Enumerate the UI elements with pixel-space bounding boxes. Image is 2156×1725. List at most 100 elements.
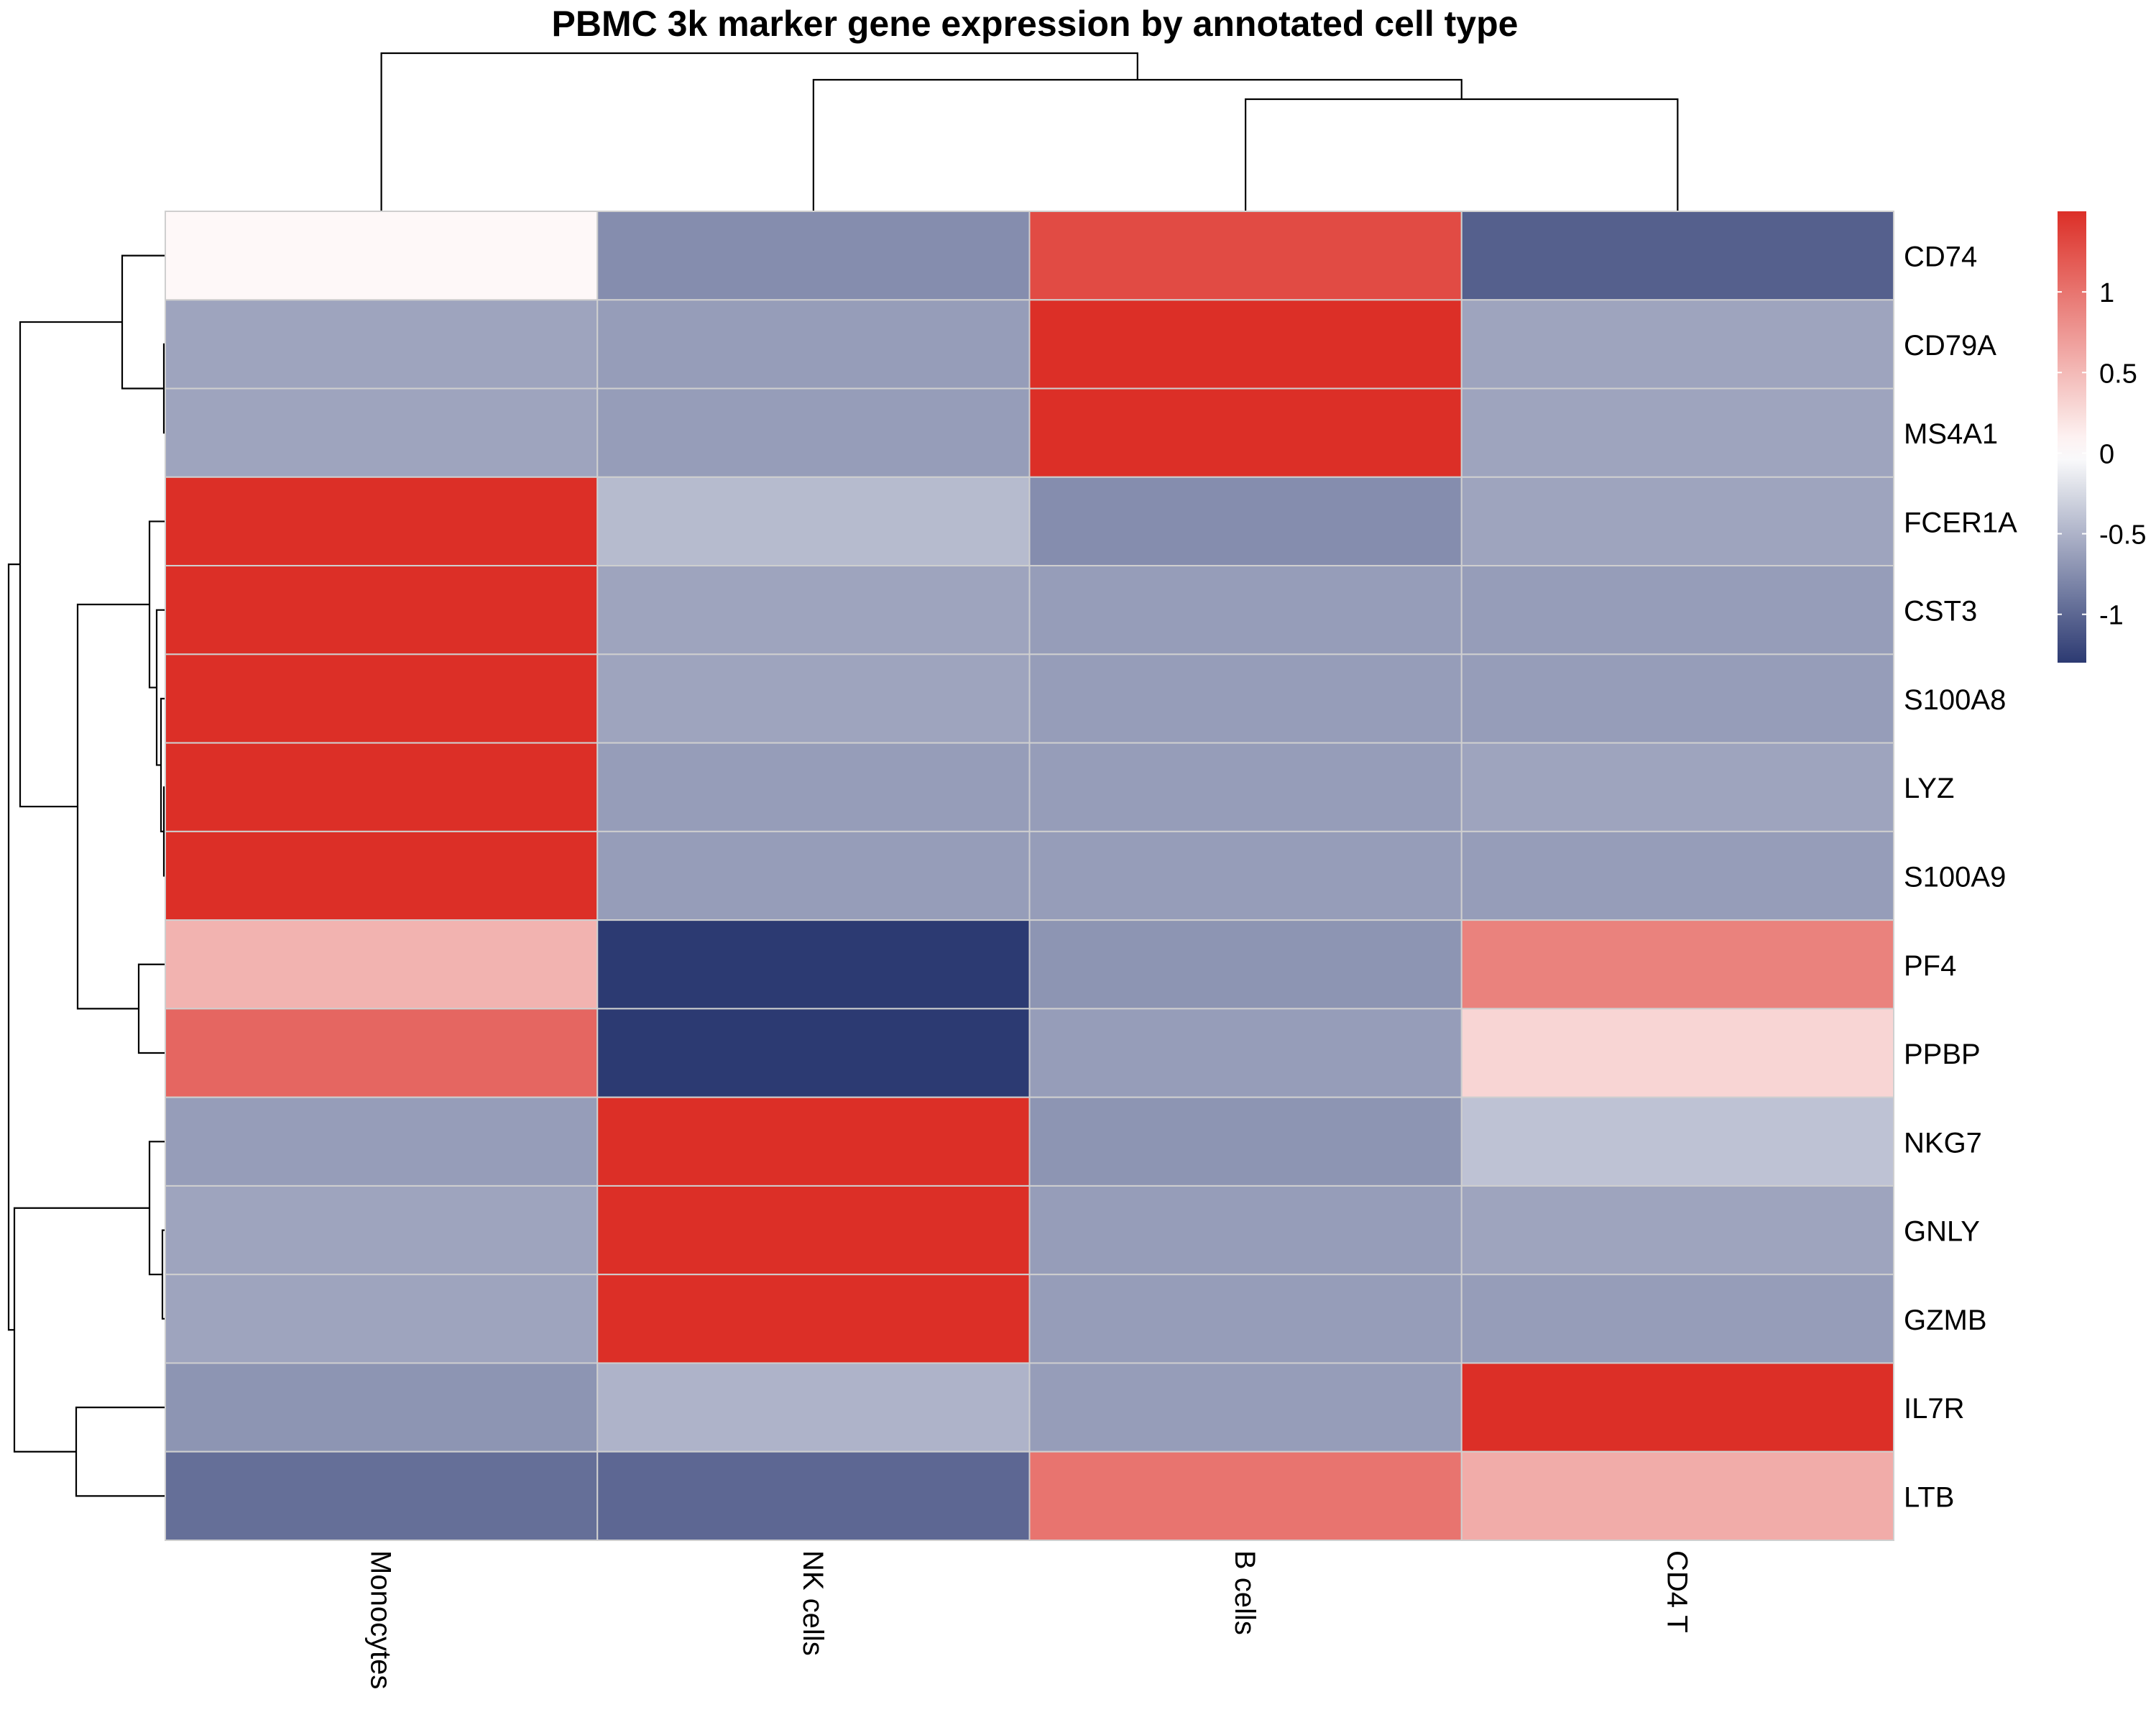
heatmap-cell-pf4-monocytes (165, 919, 599, 1010)
heatmap-cell-cst3-b-cells (1028, 565, 1462, 656)
heatmap-cells (165, 211, 1894, 1541)
row-label-ms4a1: MS4A1 (1904, 418, 1998, 450)
heatmap-cell-s100a8-nk-cells (596, 653, 1031, 744)
heatmap-cell-lyz-nk-cells (596, 742, 1031, 832)
row-branch-root (7, 564, 20, 1331)
legend-color-bar (2058, 211, 2086, 663)
heatmap-cell-il7r-cd4-t (1460, 1362, 1894, 1453)
row-label-pf4: PF4 (1904, 950, 1956, 982)
row-branch-lower (13, 1207, 149, 1453)
heatmap-cell-s100a9-cd4-t (1460, 830, 1894, 921)
row-labels: CD74 CD79A MS4A1 FCER1A CST3 S100A8 LYZ S100A9 P… (1904, 242, 2017, 1514)
heatmap-cell-cd79a-monocytes (165, 299, 599, 390)
heatmap-cell-ltb-nk-cells (596, 1450, 1031, 1541)
heatmap-cell-cst3-nk-cells (596, 565, 1031, 656)
column-dendrogram (380, 52, 1679, 211)
row-label-cst3: CST3 (1904, 596, 1977, 627)
heatmap-cell-ppbp-monocytes (165, 1008, 599, 1098)
heatmap-cell-s100a9-b-cells (1028, 830, 1462, 921)
heatmap-cell-s100a9-nk-cells (596, 830, 1031, 921)
legend-tick-label: 1 (2099, 278, 2114, 308)
heatmap-cell-nkg7-b-cells (1028, 1096, 1462, 1187)
heatmap-cell-s100a8-cd4-t (1460, 653, 1894, 744)
heatmap-cell-pf4-b-cells (1028, 919, 1462, 1010)
heatmap-cell-lyz-b-cells (1028, 742, 1462, 832)
heatmap-cell-cd79a-b-cells (1028, 299, 1462, 390)
column-label-nk-cells: NK cells (797, 1550, 829, 1656)
heatmap-cell-nkg7-monocytes (165, 1096, 599, 1187)
heatmap-cell-s100a8-monocytes (165, 653, 599, 744)
heatmap-cell-ms4a1-b-cells (1028, 387, 1462, 478)
column-label-monocytes: Monocytes (365, 1550, 397, 1689)
heatmap-cell-fcer1a-b-cells (1028, 476, 1462, 567)
heatmap-cell-gzmb-cd4-t (1460, 1274, 1894, 1364)
heatmap-cell-gnly-monocytes (165, 1184, 599, 1276)
heatmap-cell-il7r-monocytes (165, 1362, 599, 1453)
heatmap-cell-cd74-b-cells (1028, 211, 1462, 301)
heatmap-cell-cd79a-nk-cells (596, 299, 1031, 390)
chart-title: PBMC 3k marker gene expression by annota… (551, 4, 1519, 44)
row-label-gzmb: GZMB (1904, 1305, 1987, 1336)
heatmap-cell-s100a9-monocytes (165, 830, 599, 921)
column-branch-b-cells-cd4-t (1245, 98, 1679, 211)
row-label-lyz: LYZ (1904, 773, 1954, 804)
heatmap-cell-gnly-nk-cells (596, 1184, 1031, 1276)
heatmap-cell-fcer1a-nk-cells (596, 476, 1031, 567)
row-branch-monocyte-platelet (76, 603, 149, 1010)
heatmap-cell-lyz-monocytes (165, 742, 599, 832)
column-label-cd4-t: CD4 T (1661, 1550, 1692, 1633)
heatmap-cell-fcer1a-monocytes (165, 476, 599, 567)
heatmap-cell-ltb-cd4-t (1460, 1450, 1894, 1541)
heatmap-cell-ms4a1-cd4-t (1460, 387, 1894, 478)
heatmap-cell-il7r-nk-cells (596, 1362, 1031, 1453)
heatmap-cell-ltb-monocytes (165, 1450, 599, 1541)
heatmap-cell-gzmb-b-cells (1028, 1274, 1462, 1364)
row-branch-cd74 (121, 254, 165, 390)
legend-tick-label: 0.5 (2099, 359, 2137, 389)
color-legend: -1 -0.5 0 0.5 1 (2058, 211, 2146, 663)
column-labels: Monocytes NK cells B cells CD4 T (365, 1550, 1693, 1689)
heatmap-cell-ms4a1-nk-cells (596, 387, 1031, 478)
heatmap-cell-ppbp-b-cells (1028, 1008, 1462, 1098)
heatmap-cell-gnly-b-cells (1028, 1184, 1462, 1276)
column-branch-root (380, 52, 1138, 211)
legend-tick-label: 0 (2099, 439, 2114, 469)
heatmap-cell-cd74-nk-cells (596, 211, 1031, 301)
row-label-s100a9: S100A9 (1904, 862, 2006, 893)
heatmap-cell-cd74-cd4-t (1460, 211, 1894, 301)
row-label-cd74: CD74 (1904, 242, 1977, 273)
heatmap-cell-cd74-monocytes (165, 211, 599, 301)
heatmap-cell-ltb-b-cells (1028, 1450, 1462, 1541)
row-label-cd79a: CD79A (1904, 330, 1996, 362)
heatmap-cell-gnly-cd4-t (1460, 1184, 1894, 1276)
heatmap-cell-cst3-monocytes (165, 565, 599, 656)
row-label-fcer1a: FCER1A (1904, 507, 2017, 538)
row-label-nkg7: NKG7 (1904, 1127, 1982, 1159)
row-dendrogram (7, 254, 165, 1497)
heatmap-cell-gzmb-nk-cells (596, 1274, 1031, 1364)
legend-tick-label: -0.5 (2099, 520, 2146, 551)
heatmap-cell-lyz-cd4-t (1460, 742, 1894, 832)
heatmap-cell-gzmb-monocytes (165, 1274, 599, 1364)
row-label-il7r: IL7R (1904, 1393, 1965, 1425)
row-branch-upper (19, 321, 122, 808)
heatmap-cell-pf4-cd4-t (1460, 919, 1894, 1010)
heatmap-cell-s100a8-b-cells (1028, 653, 1462, 744)
row-label-gnly: GNLY (1904, 1216, 1980, 1248)
heatmap-cell-ppbp-nk-cells (596, 1008, 1031, 1098)
legend-tick-label: -1 (2099, 601, 2124, 631)
heatmap-cell-cst3-cd4-t (1460, 565, 1894, 656)
heatmap-cell-fcer1a-cd4-t (1460, 476, 1894, 567)
row-label-ltb: LTB (1904, 1481, 1954, 1513)
row-label-s100a8: S100A8 (1904, 684, 2006, 716)
column-label-b-cells: B cells (1229, 1550, 1261, 1635)
heatmap-cell-nkg7-nk-cells (596, 1096, 1031, 1187)
row-branch-il7r-ltb (75, 1406, 165, 1497)
heatmap-cell-ppbp-cd4-t (1460, 1008, 1894, 1098)
heatmap-cell-cd79a-cd4-t (1460, 299, 1894, 390)
heatmap-cell-il7r-b-cells (1028, 1362, 1462, 1453)
heatmap-cell-ms4a1-monocytes (165, 387, 599, 478)
heatmap-cell-pf4-nk-cells (596, 919, 1031, 1010)
